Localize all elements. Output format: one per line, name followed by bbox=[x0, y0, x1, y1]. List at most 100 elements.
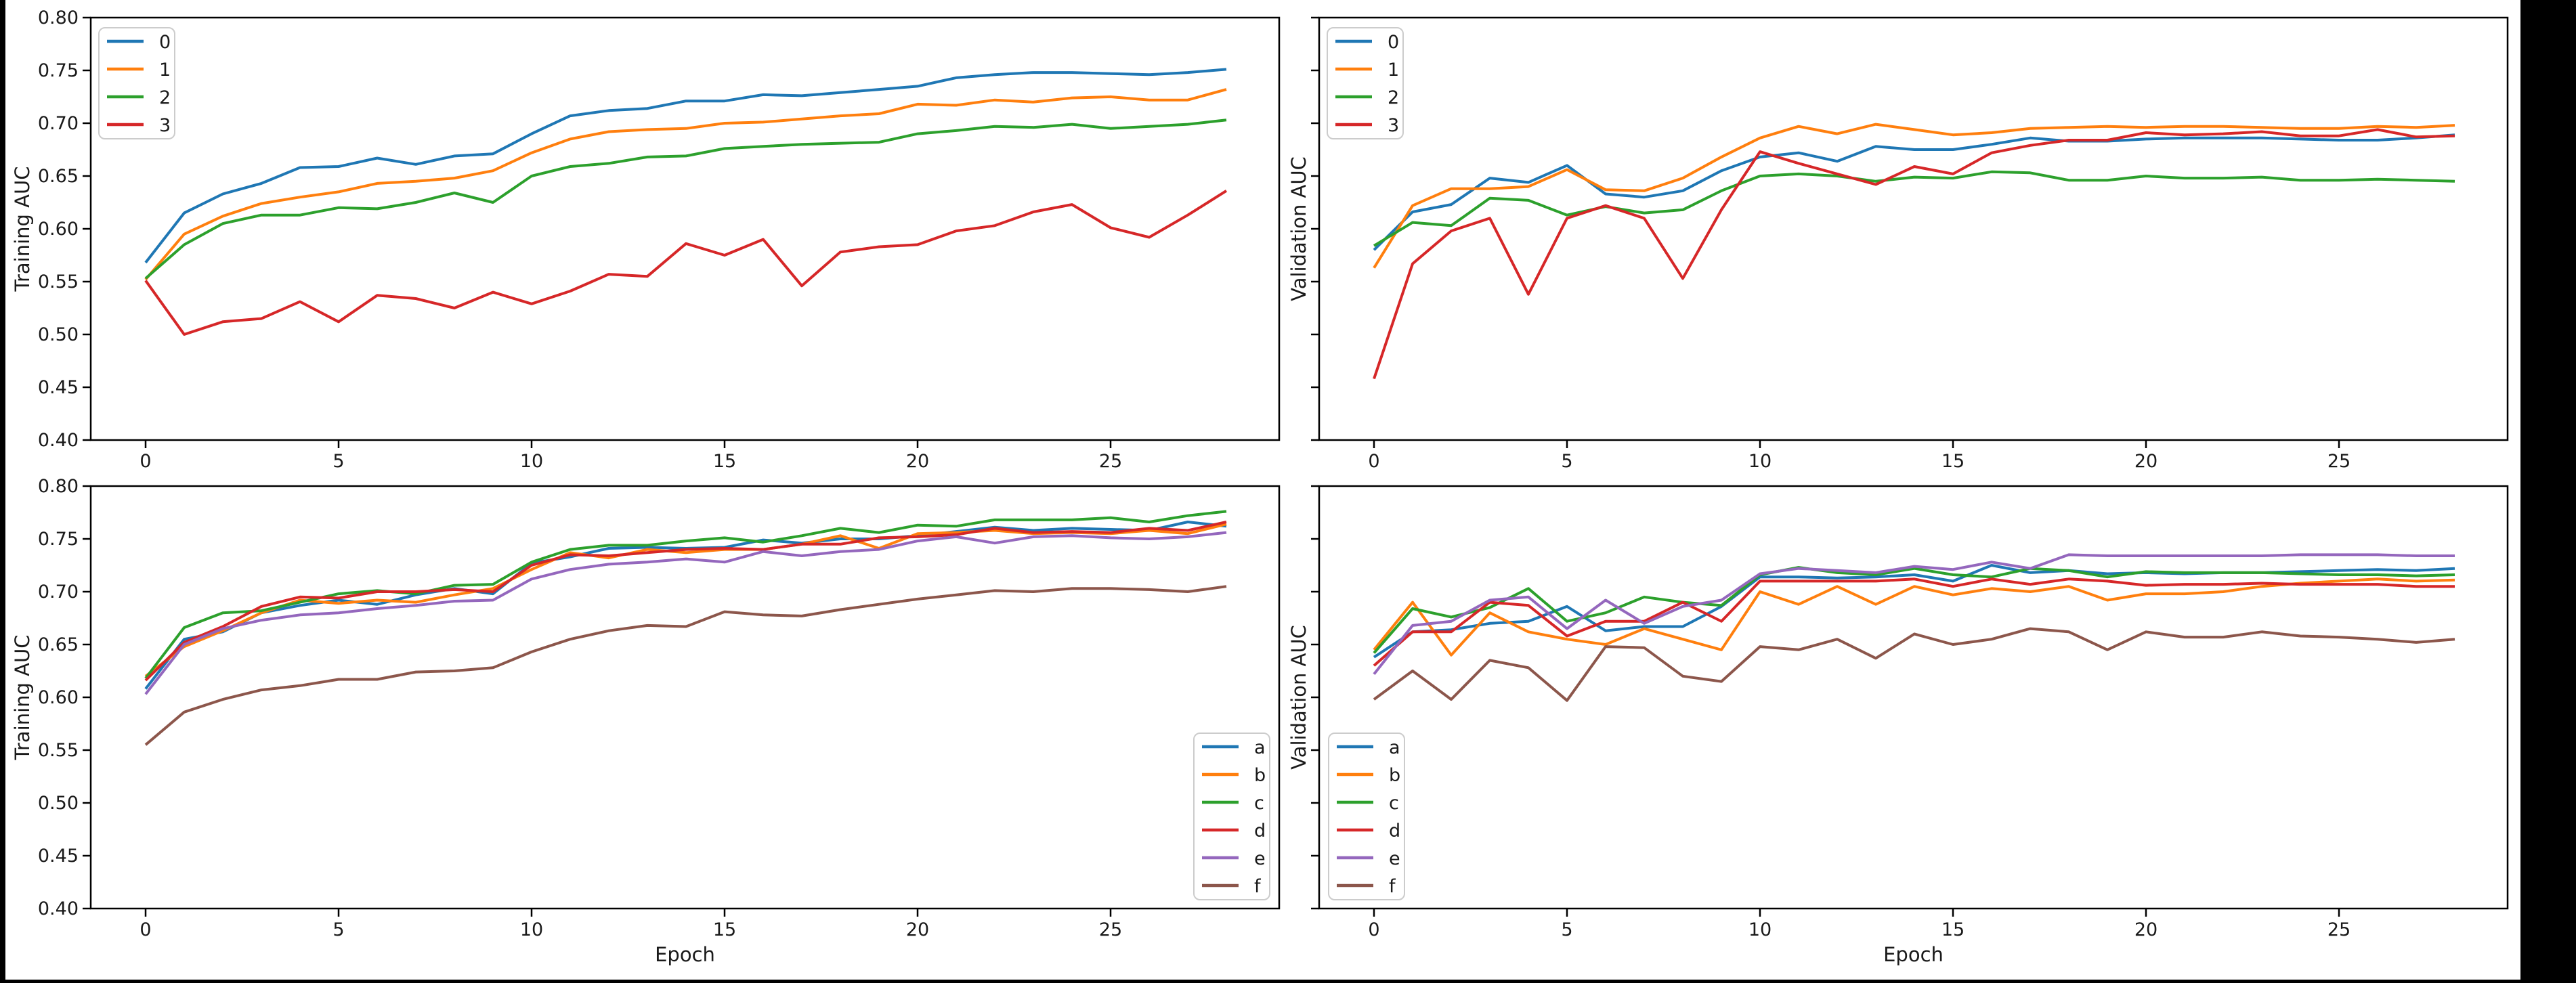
legend-label-1: 1 bbox=[159, 60, 171, 81]
x-tick-label: 20 bbox=[906, 451, 929, 472]
y-tick-label: 0.50 bbox=[38, 793, 79, 814]
x-tick-label: 10 bbox=[1748, 451, 1772, 472]
series-line-a bbox=[144, 521, 1227, 690]
legend-label-d: d bbox=[1254, 821, 1266, 842]
x-axis: 0 5 10 15 20 25 bbox=[1368, 909, 2350, 940]
legend-label-c: c bbox=[1254, 793, 1264, 814]
legend-label-c: c bbox=[1389, 793, 1399, 814]
series-line-e bbox=[144, 531, 1227, 695]
y-tick-label: 0.75 bbox=[38, 60, 79, 81]
x-tick-label: 5 bbox=[332, 919, 344, 940]
x-tick-label: 0 bbox=[139, 451, 151, 472]
x-tick-label: 15 bbox=[1941, 919, 1965, 940]
y-tick-label: 0.40 bbox=[38, 430, 79, 451]
y-tick-label: 0.55 bbox=[38, 740, 79, 761]
series-line-e bbox=[1373, 553, 2455, 675]
y-tick-label: 0.80 bbox=[38, 476, 79, 497]
legend: 0 1 2 3 bbox=[98, 27, 175, 139]
y-tick-label: 0.60 bbox=[38, 219, 79, 240]
x-tick-label: 5 bbox=[1561, 451, 1572, 472]
series-line-0 bbox=[1373, 133, 2455, 251]
y-axis-label: Training AUC bbox=[11, 167, 34, 292]
series-lines bbox=[144, 68, 1228, 336]
x-tick-label: 20 bbox=[2134, 919, 2158, 940]
series-line-3 bbox=[1373, 128, 2455, 380]
legend-label-2: 2 bbox=[159, 87, 171, 108]
y-axis: 0.40 0.45 0.50 0.55 0.60 0.65 0.70 0.75 0.80 bbox=[38, 7, 91, 451]
series-lines bbox=[1373, 553, 2455, 702]
x-axis-label: Epoch bbox=[1883, 943, 1944, 966]
legend-label-f: f bbox=[1389, 876, 1396, 897]
x-tick-label: 25 bbox=[1099, 451, 1122, 472]
y-tick-label: 0.55 bbox=[38, 271, 79, 292]
x-axis: 0 5 10 15 20 25 bbox=[1368, 440, 2350, 472]
x-tick-label: 20 bbox=[2134, 451, 2158, 472]
legend-label-a: a bbox=[1389, 737, 1400, 758]
series-line-1 bbox=[144, 88, 1227, 281]
subplot-training-auc-runs-a-f: 0.40 0.45 0.50 0.55 0.60 0.65 0.70 0.75 0.80 0 5 10… bbox=[11, 476, 1281, 966]
x-tick-label: 5 bbox=[1561, 919, 1572, 940]
legend-label-0: 0 bbox=[1388, 32, 1399, 53]
legend-label-a: a bbox=[1254, 737, 1266, 758]
x-tick-label: 25 bbox=[2327, 451, 2350, 472]
x-axis: 0 5 10 15 20 25 bbox=[139, 440, 1122, 472]
legend-label-0: 0 bbox=[159, 32, 171, 53]
y-tick-label: 0.65 bbox=[38, 634, 79, 655]
subplot-training-auc-runs-0-3: 0.400.450.500.550.600.650.700.750.800 5 10… bbox=[11, 7, 1281, 472]
legend-label-3: 3 bbox=[1388, 115, 1399, 136]
legend-label-b: b bbox=[1254, 765, 1266, 786]
x-tick-label: 5 bbox=[332, 451, 344, 472]
legend-label-3: 3 bbox=[159, 115, 171, 136]
x-tick-label: 10 bbox=[520, 451, 543, 472]
y-tick-label: 0.50 bbox=[38, 324, 79, 345]
series-lines bbox=[144, 510, 1227, 746]
series-line-0 bbox=[144, 68, 1227, 264]
y-tick-label: 0.65 bbox=[38, 166, 79, 187]
series-line-d bbox=[1373, 577, 2455, 667]
y-tick-label: 0.75 bbox=[38, 529, 79, 550]
legend: 0 1 2 3 bbox=[1327, 27, 1404, 139]
x-axis: 0 5 10 15 20 25 bbox=[139, 909, 1122, 940]
legend-label-e: e bbox=[1254, 848, 1266, 869]
y-tick-label: 0.60 bbox=[38, 687, 79, 708]
y-axis-label: Training AUC bbox=[11, 635, 34, 761]
x-tick-label: 25 bbox=[2327, 919, 2350, 940]
legend-label-2: 2 bbox=[1388, 87, 1399, 108]
series-line-b bbox=[1373, 577, 2455, 657]
x-tick-label: 0 bbox=[1368, 451, 1379, 472]
series-lines bbox=[1373, 123, 2455, 380]
y-axis bbox=[1311, 485, 1319, 910]
x-tick-label: 0 bbox=[139, 919, 151, 940]
legend-label-d: d bbox=[1389, 821, 1400, 842]
x-tick-label: 20 bbox=[906, 919, 929, 940]
axes-frame bbox=[1318, 485, 2509, 910]
y-tick-label: 0.70 bbox=[38, 113, 79, 134]
y-tick-label: 0.45 bbox=[38, 377, 79, 398]
y-axis-label: Validation AUC bbox=[1287, 156, 1310, 301]
legend-label-f: f bbox=[1254, 876, 1262, 897]
series-line-d bbox=[144, 521, 1227, 682]
axes-frame bbox=[1318, 16, 2509, 441]
legend-box bbox=[98, 27, 175, 139]
series-line-1 bbox=[1373, 123, 2455, 269]
x-tick-label: 25 bbox=[1099, 919, 1122, 940]
subplot-validation-auc-runs-0-3: 0 5 10 15 20 25 Validation AUC 0 1 2 3 bbox=[1287, 16, 2509, 472]
y-tick-label: 0.70 bbox=[38, 582, 79, 603]
x-axis-label: Epoch bbox=[655, 943, 715, 966]
legend-label-1: 1 bbox=[1388, 60, 1399, 81]
y-tick-label: 0.40 bbox=[38, 898, 79, 919]
x-tick-label: 15 bbox=[713, 451, 736, 472]
series-line-c bbox=[1373, 566, 2455, 654]
axes-frame bbox=[89, 485, 1281, 910]
legend-label-e: e bbox=[1389, 848, 1400, 869]
x-tick-label: 15 bbox=[713, 919, 736, 940]
y-tick-label: 0.45 bbox=[38, 846, 79, 867]
y-axis bbox=[1311, 16, 1319, 441]
series-line-2 bbox=[144, 118, 1227, 280]
axes-frame bbox=[89, 16, 1281, 441]
y-tick-label: 0.80 bbox=[38, 7, 79, 28]
